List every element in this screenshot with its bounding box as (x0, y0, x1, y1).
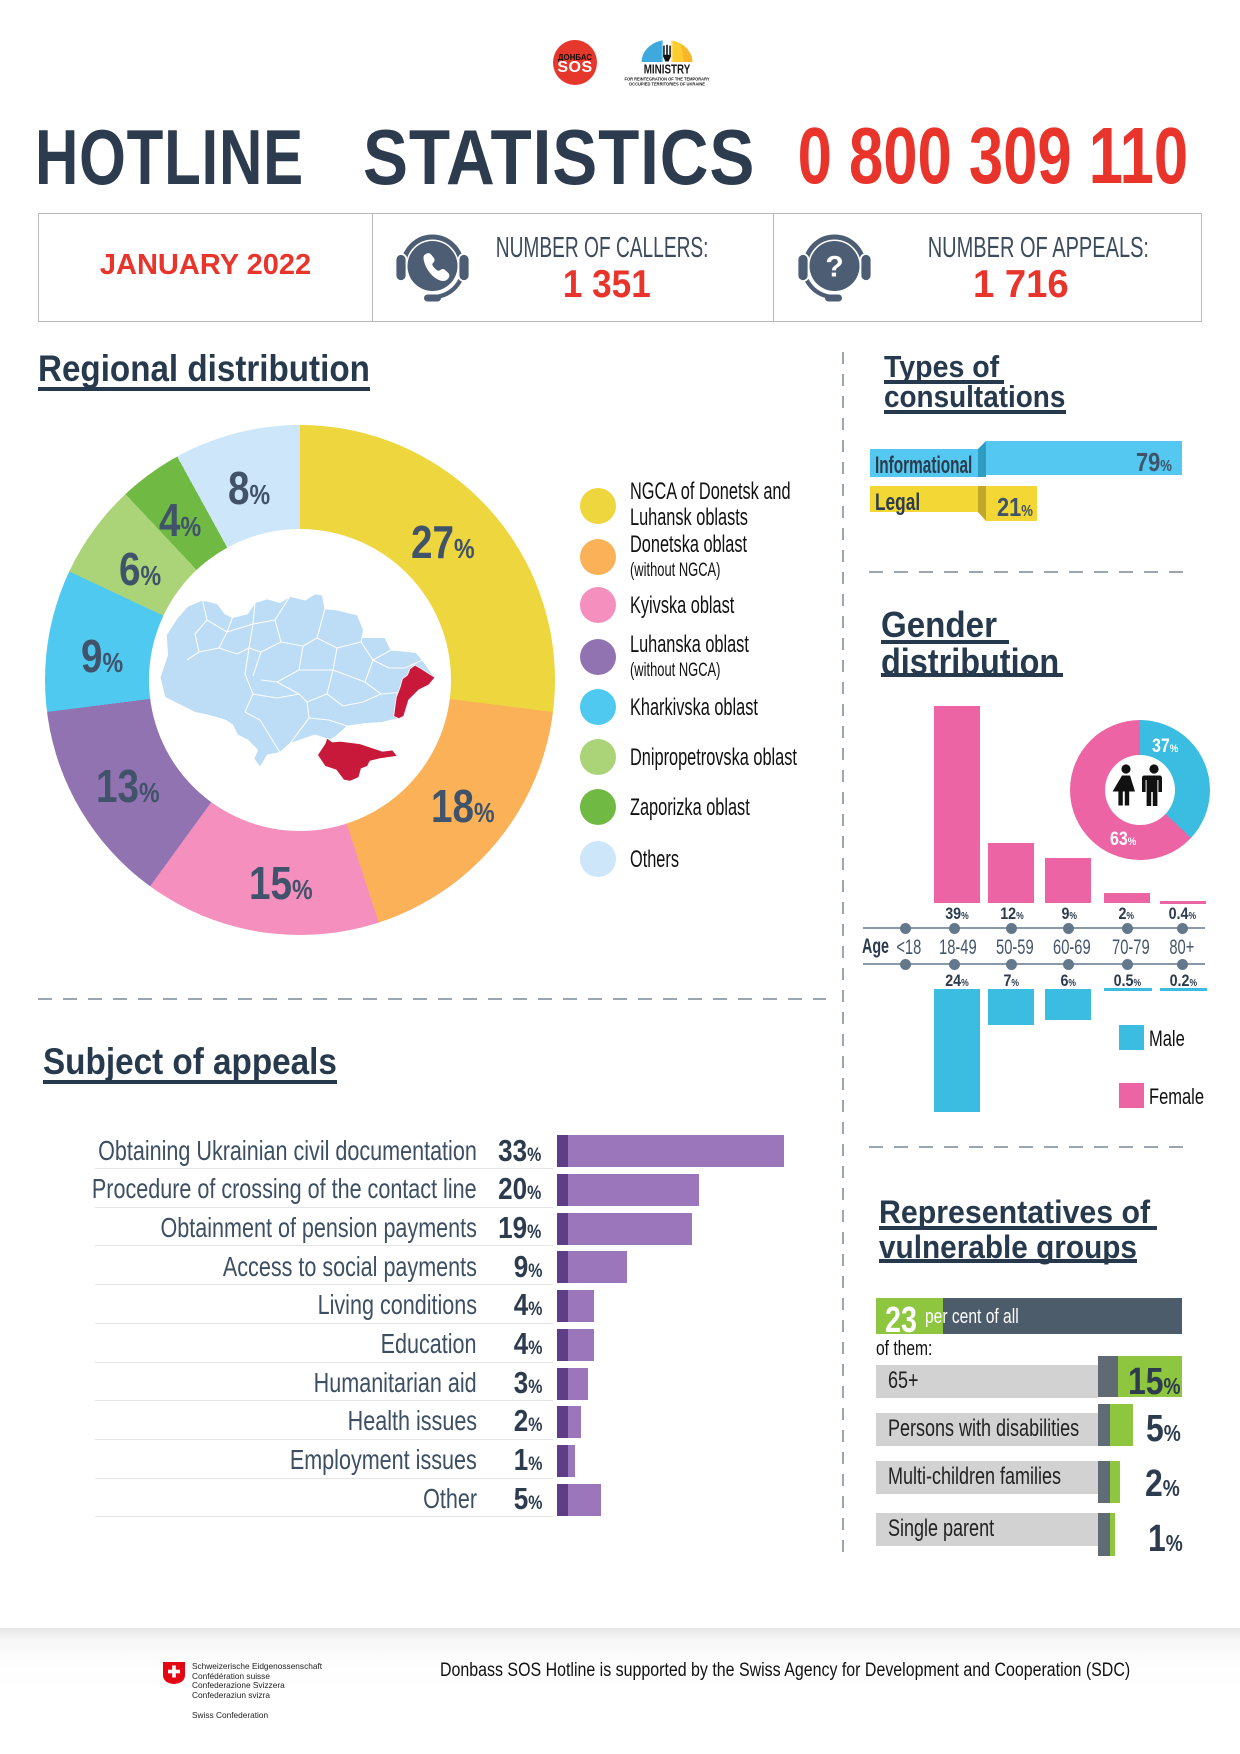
svg-text:OCCUPIED TERRITORIES OF UKRAIN: OCCUPIED TERRITORIES OF UKRAINE (629, 82, 705, 87)
svg-text:?: ? (825, 251, 843, 284)
svg-text:MINISTRY: MINISTRY (644, 63, 691, 76)
svg-text:FOR REINTEGRATION OF THE TEMPO: FOR REINTEGRATION OF THE TEMPORARY (625, 77, 710, 82)
